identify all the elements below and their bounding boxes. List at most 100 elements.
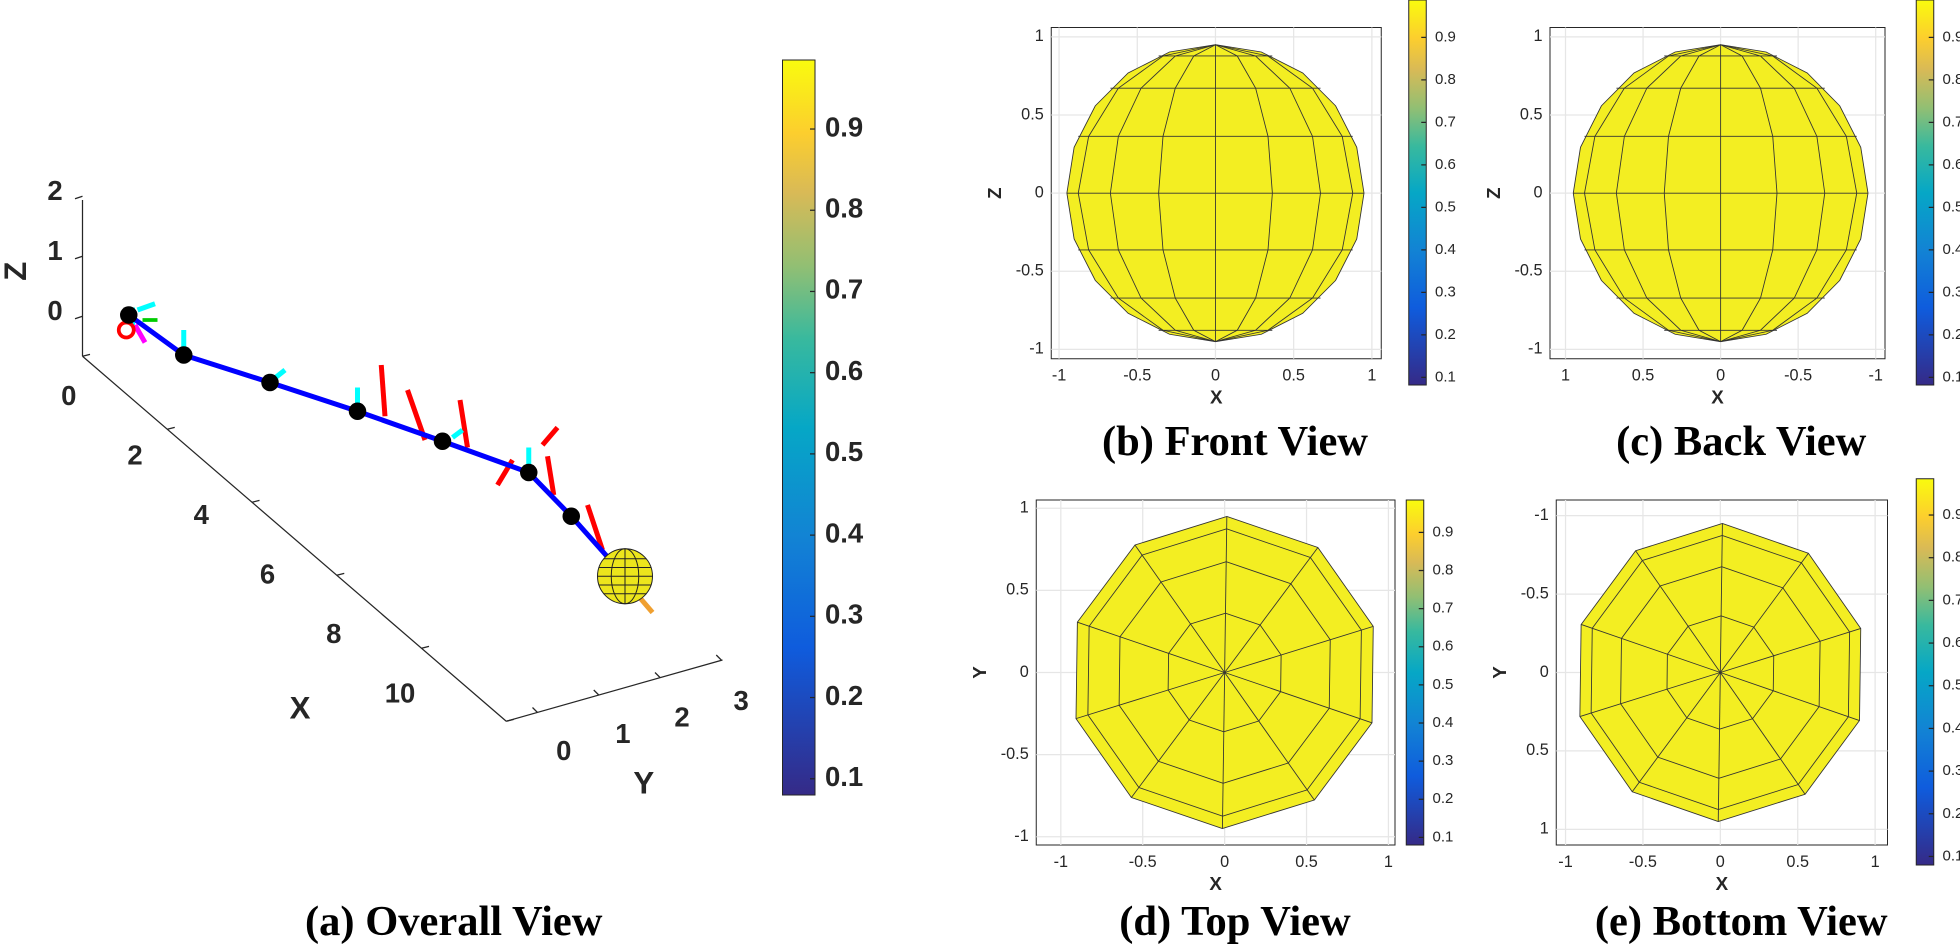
z-axis-label: Z (0, 262, 33, 281)
colorbar-tick-label: 0.8 (825, 193, 863, 224)
sphere (1572, 44, 1869, 343)
colorbar-tick-label: 0.7 (1943, 113, 1960, 130)
sphere-edge (1635, 550, 1721, 673)
sphere-edge (1720, 44, 1778, 343)
sphere-edge (1109, 44, 1216, 343)
colorbar (782, 59, 816, 796)
x-tick-label: 0.5 (1295, 853, 1318, 871)
sphere-edge (1631, 672, 1721, 793)
colorbar-tick-label: 0.6 (1435, 156, 1456, 173)
x-tick (421, 645, 430, 649)
y-tick-label: 1 (1540, 820, 1549, 838)
sphere-edge (1717, 672, 1721, 822)
sphere-edge (1579, 672, 1721, 717)
y-axis-label: Y (1489, 666, 1510, 679)
y-tick (532, 707, 538, 713)
caption: (d) Top View (1119, 898, 1351, 945)
y-tick-label: -0.5 (1016, 262, 1044, 280)
colorbar-tick-label: 0.1 (1435, 368, 1456, 385)
z-tick (74, 195, 83, 200)
y-tick-label: -1 (1534, 506, 1548, 524)
colorbar-tick-label: 0.6 (825, 355, 863, 386)
colorbar-tick-label: 0.4 (1435, 241, 1456, 258)
x-tick-label: 0 (1220, 853, 1229, 871)
x-tick-label: 4 (194, 499, 210, 530)
x-tick (82, 353, 91, 357)
sphere-edge (1224, 516, 1228, 673)
x-tick-label: -0.5 (1629, 853, 1657, 871)
x-tick-label: -1 (1052, 367, 1066, 385)
x-tick-label: -0.5 (1123, 367, 1151, 385)
colorbar-tick-label: 0.7 (1433, 600, 1454, 617)
colorbar-tick-label: 0.9 (1435, 28, 1456, 45)
y-tick-label: 2 (674, 702, 689, 733)
sphere-edge (1663, 44, 1721, 343)
sphere-edge (1221, 672, 1226, 829)
sphere-edge (1719, 672, 1806, 795)
x-tick-label: -1 (1558, 853, 1572, 871)
sphere-edge (1720, 628, 1861, 673)
x-tick-label: -0.5 (1784, 367, 1812, 385)
colorbar-tick-label: 0.8 (1943, 71, 1960, 88)
z-tick-label: 0 (47, 295, 62, 326)
colorbar (1408, 0, 1427, 386)
sphere-edge (1215, 44, 1273, 343)
y-tick-label: 1 (1020, 499, 1029, 517)
colorbar-tick-label: 0.1 (825, 761, 863, 792)
x-tick-label: 1 (1871, 853, 1880, 871)
colorbar-tick-label: 0.6 (1943, 156, 1960, 173)
y-tick-label: 0 (1540, 663, 1549, 681)
x-tick (336, 572, 345, 576)
x-tick-label: -1 (1868, 367, 1882, 385)
colorbar-tick-label: 0.5 (1943, 677, 1960, 694)
colorbar-tick-label: 0.6 (1433, 638, 1454, 655)
x-tick (506, 718, 514, 722)
x-axis-label: X (1716, 873, 1729, 894)
caption: (e) Bottom View (1595, 898, 1888, 945)
y-tick (593, 689, 600, 696)
x-tick (251, 499, 260, 503)
x-axis-label: X (290, 690, 311, 725)
sphere-edge (1134, 544, 1225, 673)
y-tick-label: -1 (1029, 340, 1043, 358)
colorbar-tick-label: 0.5 (1433, 676, 1454, 693)
sphere-edge (1224, 672, 1315, 801)
colorbar-tick-label: 0.4 (1433, 714, 1454, 731)
colorbar (1915, 0, 1935, 386)
colorbar (1915, 478, 1935, 866)
y-tick-label: -0.5 (1521, 584, 1549, 602)
sphere-edge (1719, 552, 1809, 673)
sphere (1579, 523, 1862, 822)
colorbar-tick-label: 0.9 (1943, 28, 1960, 45)
sphere-edge (1077, 621, 1225, 673)
colorbar-tick-label: 0.3 (1433, 752, 1454, 769)
axes-3d (81, 200, 723, 722)
sphere-edge (1224, 625, 1374, 673)
sphere-edge (1584, 44, 1721, 343)
sphere-edge (1720, 44, 1826, 343)
y-tick-label: 0.5 (1526, 741, 1549, 759)
colorbar-tick-label: 0.7 (1943, 591, 1960, 608)
y-tick (654, 672, 661, 678)
colorbar-tick-label: 0.6 (1943, 634, 1960, 651)
y-tick-label: -1 (1528, 340, 1542, 358)
y-tick-label: -0.5 (1514, 262, 1542, 280)
colorbar-tick-label: 0.2 (1435, 326, 1456, 343)
x-tick-label: 0 (1716, 853, 1725, 871)
colorbar-tick-label: 0.3 (1943, 762, 1960, 779)
y-axis-label: Z (1483, 187, 1504, 198)
x-tick (167, 426, 175, 430)
y-tick-label: 1 (1533, 27, 1542, 45)
y-tick-label: -0.5 (1001, 745, 1029, 763)
y-tick-label: 0.5 (1021, 105, 1044, 123)
sphere (1075, 516, 1374, 829)
x-axis-label: X (1210, 387, 1223, 408)
sphere-edge (1224, 672, 1373, 724)
sphere-edge (1158, 44, 1216, 343)
sphere-edge (1215, 44, 1354, 343)
x-tick-label: 1 (1384, 853, 1393, 871)
colorbar-tick-label: 0.1 (1943, 847, 1960, 864)
x-tick-label: 0.5 (1282, 367, 1305, 385)
colorbar-tick-label: 0.8 (1435, 71, 1456, 88)
